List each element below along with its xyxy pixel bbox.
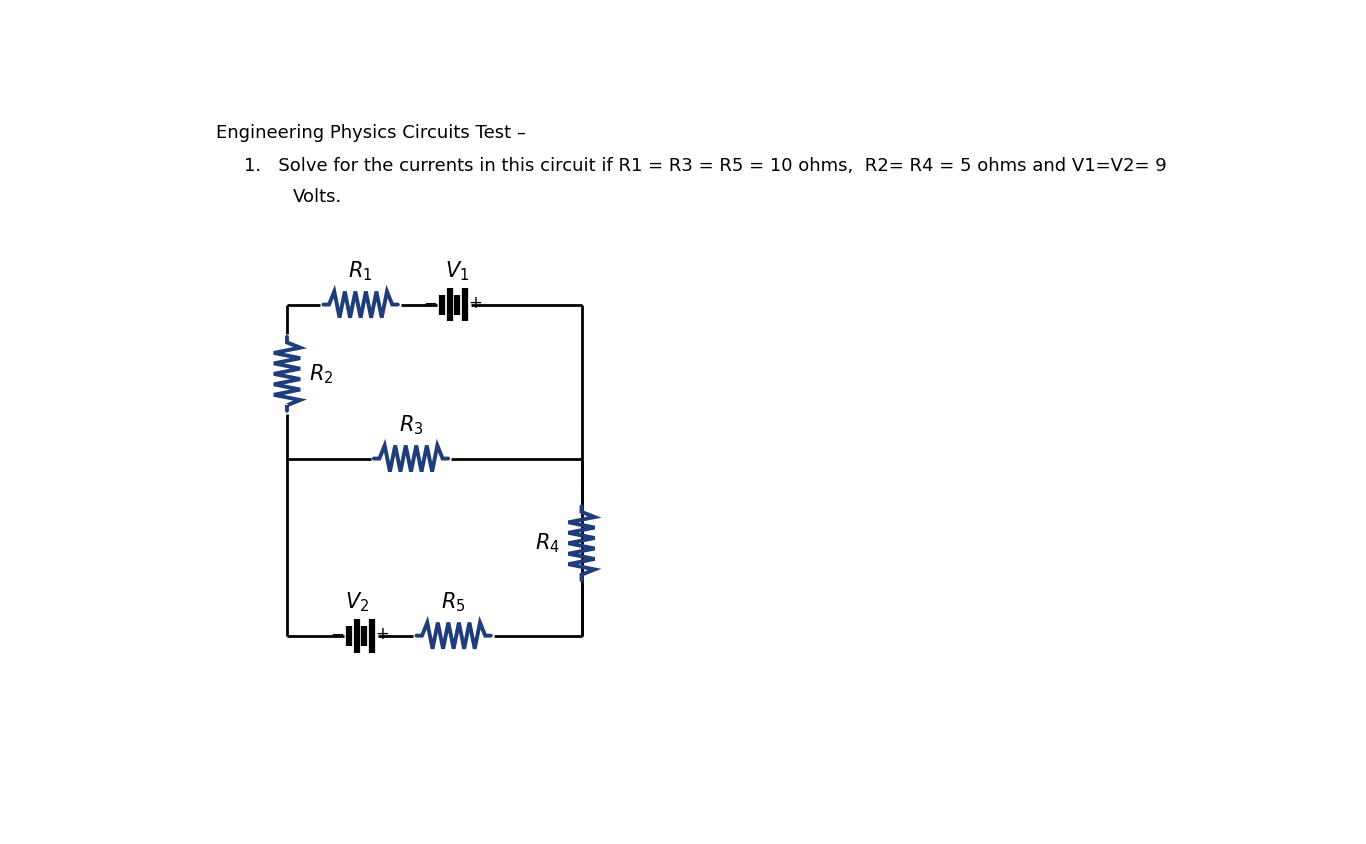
Text: $R_2$: $R_2$	[309, 362, 333, 386]
Text: $-$: $-$	[331, 625, 344, 643]
Text: $V_1$: $V_1$	[445, 259, 470, 283]
Text: $V_2$: $V_2$	[344, 591, 369, 614]
Text: Volts.: Volts.	[294, 187, 343, 206]
Text: $R_4$: $R_4$	[535, 532, 560, 555]
Text: Engineering Physics Circuits Test –: Engineering Physics Circuits Test –	[216, 123, 526, 142]
Text: $R_3$: $R_3$	[399, 414, 423, 437]
Text: $-$: $-$	[423, 294, 437, 312]
Text: $+$: $+$	[469, 294, 482, 312]
Text: $R_1$: $R_1$	[348, 259, 373, 283]
Text: $R_5$: $R_5$	[441, 591, 466, 614]
Text: 1.   Solve for the currents in this circuit if R1 = R3 = R5 = 10 ohms,  R2= R4 =: 1. Solve for the currents in this circui…	[245, 157, 1167, 175]
Text: $+$: $+$	[376, 625, 389, 643]
